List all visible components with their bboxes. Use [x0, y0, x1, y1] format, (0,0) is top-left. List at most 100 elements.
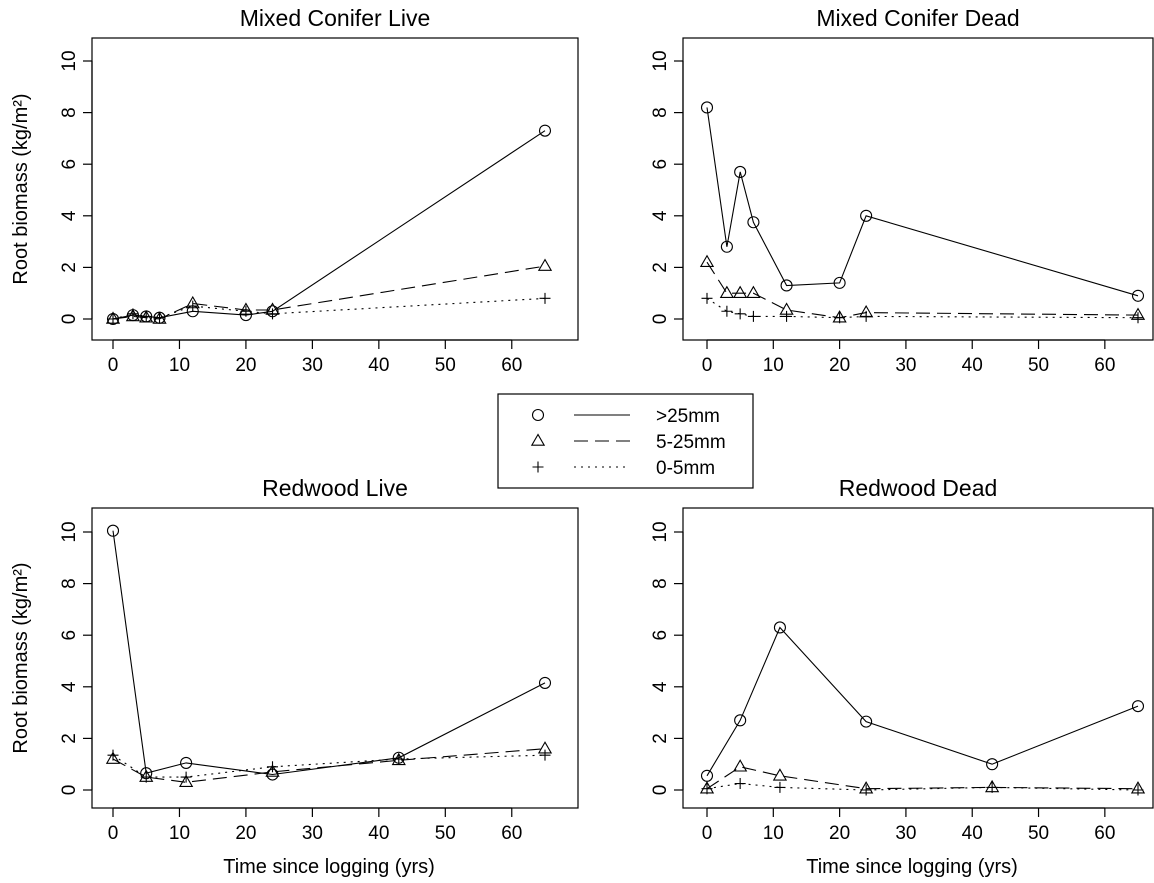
panel-title: Redwood Live [262, 475, 408, 501]
data-point [240, 305, 252, 317]
data-point [125, 308, 141, 322]
y-tick-label: 6 [59, 630, 80, 641]
data-point [747, 310, 759, 322]
data-point [1132, 784, 1144, 796]
x-tick-label: 20 [829, 355, 850, 376]
data-point [187, 300, 199, 312]
x-axis: 0 10 20 30 40 50 60 [702, 807, 1115, 844]
y-tick-label: 10 [59, 521, 80, 542]
series-line [112, 754, 546, 778]
y-tick-label: 8 [59, 578, 80, 589]
data-point [860, 209, 873, 222]
y-tick-label: 4 [650, 681, 671, 692]
x-tick-label: 50 [1028, 355, 1049, 376]
series-1 [700, 621, 1145, 782]
series-line [112, 130, 546, 320]
y-tick-label: 0 [59, 314, 80, 325]
data-point [106, 524, 120, 537]
x-tick-label: 60 [501, 355, 522, 376]
x-tick-label: 40 [368, 823, 389, 844]
x-tick-label: 30 [895, 355, 916, 376]
data-point [107, 313, 119, 325]
legend-label: >25mm [656, 406, 720, 427]
x-tick-label: 0 [702, 355, 713, 376]
data-point [747, 216, 760, 229]
series-line [112, 297, 546, 320]
series-line [706, 782, 1139, 791]
panel-title: Mixed Conifer Live [240, 5, 430, 31]
x-tick-label: 20 [829, 823, 850, 844]
y-tick-label: 2 [59, 733, 80, 744]
data-point [538, 124, 552, 137]
x-tick-label: 10 [763, 823, 784, 844]
x-tick-label: 50 [435, 823, 456, 844]
x-tick-label: 10 [169, 823, 190, 844]
legend: >25mm 5-25mm 0-5mm [497, 393, 754, 489]
data-point [733, 285, 748, 298]
series-2 [699, 759, 1146, 794]
y-tick-label: 6 [650, 159, 671, 170]
data-point [860, 784, 872, 796]
data-point [1131, 289, 1145, 302]
y-tick-label: 6 [59, 159, 80, 170]
data-point [733, 759, 748, 772]
panel-2: Mixed Conifer Dead 0 10 20 30 40 50 60 0 2 4 6 8 10 [650, 5, 1154, 376]
series-3 [107, 749, 551, 783]
x-tick-label: 60 [1094, 823, 1115, 844]
series-1 [106, 124, 552, 326]
panel-title: Mixed Conifer Dead [816, 5, 1019, 31]
legend-marker [530, 433, 546, 446]
x-axis: 0 10 20 30 40 50 60 [108, 807, 522, 844]
x-axis: 0 10 20 30 40 50 60 [702, 339, 1115, 376]
series-line [706, 766, 1139, 790]
panel-title: Redwood Dead [839, 475, 998, 501]
series-line [706, 261, 1139, 319]
x-tick-label: 10 [763, 355, 784, 376]
x-tick-label: 0 [702, 823, 713, 844]
data-point [774, 781, 786, 793]
data-point [393, 753, 405, 765]
x-tick-label: 30 [302, 355, 323, 376]
x-tick-label: 60 [501, 823, 522, 844]
data-point [700, 101, 714, 114]
x-axis: 0 10 20 30 40 50 60 [108, 339, 522, 376]
y-axis-title: Root biomass (kg/m²) [10, 93, 32, 284]
plot-frame [682, 507, 1154, 809]
data-point [140, 310, 152, 322]
y-tick-label: 0 [650, 314, 671, 325]
x-tick-label: 50 [1028, 823, 1049, 844]
data-point [180, 756, 193, 769]
data-point [537, 258, 553, 271]
y-tick-label: 2 [650, 262, 671, 273]
data-point [780, 279, 793, 292]
legend-label: 0-5mm [656, 458, 715, 479]
data-point [719, 285, 735, 298]
x-tick-label: 10 [169, 355, 190, 376]
y-tick-label: 0 [59, 785, 80, 796]
plot-frame [91, 37, 579, 341]
plot-frame [91, 507, 579, 809]
data-point [180, 771, 192, 783]
y-tick-label: 4 [59, 681, 80, 692]
series-2 [699, 254, 1146, 323]
data-point [154, 312, 166, 324]
series-3 [701, 292, 1144, 324]
data-point [734, 778, 746, 790]
y-axis: 0 2 4 6 8 10 [59, 50, 93, 325]
legend-marker [532, 461, 544, 473]
x-tick-label: 20 [235, 823, 256, 844]
data-point [834, 312, 846, 324]
y-tick-label: 2 [650, 733, 671, 744]
panel-3: Redwood Live 0 10 20 30 40 50 60 0 2 4 6 8 10 Root bio… [10, 475, 579, 878]
series-line [706, 107, 1139, 297]
data-point [267, 761, 279, 773]
x-axis-title: Time since logging (yrs) [806, 856, 1018, 878]
data-point [1131, 700, 1145, 713]
panel-1: Mixed Conifer Live 0 10 20 30 40 50 60 0 2 4 6 8 10 Ro… [10, 5, 579, 376]
x-axis-title: Time since logging (yrs) [223, 856, 435, 878]
series-2 [105, 741, 553, 788]
y-tick-label: 10 [650, 50, 671, 71]
x-tick-label: 0 [108, 823, 119, 844]
